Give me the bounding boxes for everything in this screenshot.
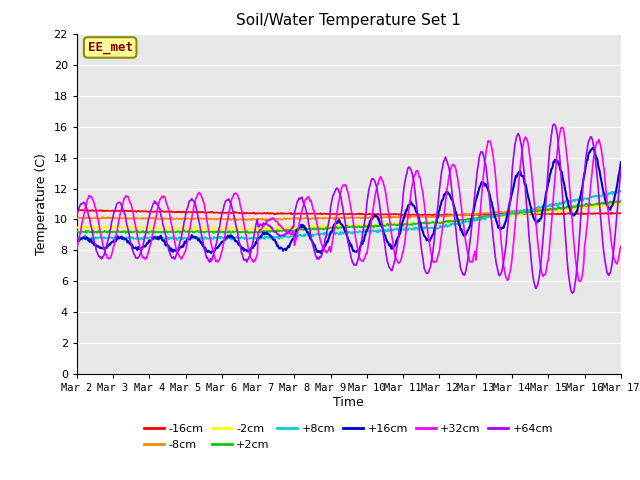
Text: EE_met: EE_met: [88, 41, 132, 54]
Legend: -16cm, -8cm, -2cm, +2cm, +8cm, +16cm, +32cm, +64cm: -16cm, -8cm, -2cm, +2cm, +8cm, +16cm, +3…: [140, 420, 557, 454]
Title: Soil/Water Temperature Set 1: Soil/Water Temperature Set 1: [236, 13, 461, 28]
X-axis label: Time: Time: [333, 396, 364, 409]
Y-axis label: Temperature (C): Temperature (C): [35, 153, 48, 255]
